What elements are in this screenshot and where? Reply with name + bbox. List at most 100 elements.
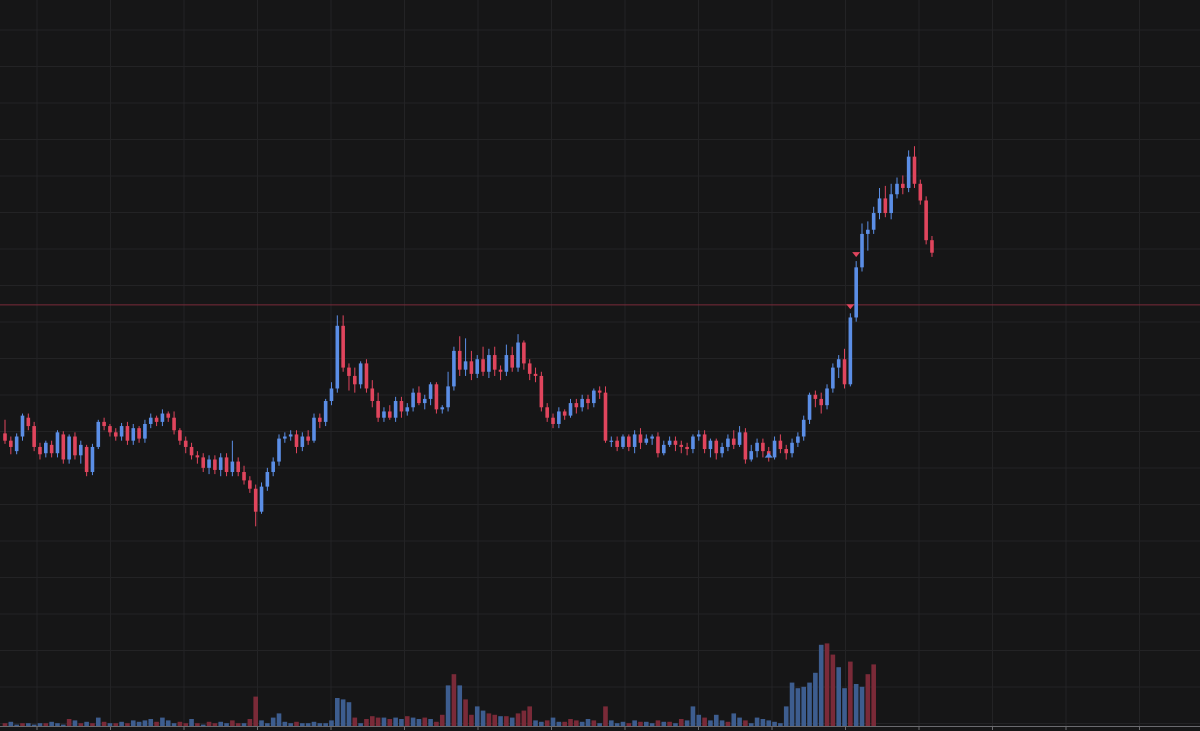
volume-bar <box>457 685 463 726</box>
candle-body <box>417 392 421 404</box>
candle-body <box>603 392 608 441</box>
candle-body <box>580 398 584 408</box>
candle-body <box>248 480 252 489</box>
volume-bar <box>463 699 468 726</box>
volume-bar <box>486 713 492 726</box>
candle-body <box>586 398 590 404</box>
candle-body <box>726 438 730 447</box>
volume-bar <box>410 717 416 726</box>
candle-body <box>294 434 299 447</box>
candle-body <box>3 433 7 441</box>
candle-body <box>32 426 36 447</box>
volume-bar <box>49 721 54 726</box>
volume-bar <box>830 654 836 726</box>
volume-bar <box>171 723 177 726</box>
volume-bar <box>329 720 334 726</box>
volume-bar <box>737 717 742 726</box>
candle-body <box>790 442 794 454</box>
candle-body <box>376 401 380 418</box>
volume-bar <box>644 721 649 726</box>
volume-bar <box>130 720 136 726</box>
volume-bar <box>509 717 515 726</box>
candle-body <box>224 457 229 473</box>
candle-body <box>731 438 736 445</box>
volume-bar <box>142 720 148 726</box>
volume-bar <box>504 716 509 726</box>
candle-body <box>720 446 724 454</box>
candle-body <box>370 388 375 402</box>
volume-bar <box>160 717 165 726</box>
volume-bar <box>556 721 562 726</box>
candle-body <box>434 384 439 410</box>
volume-bar <box>300 723 305 726</box>
volume-bar <box>340 699 346 726</box>
candle-body <box>440 407 445 410</box>
candle-body <box>259 486 264 512</box>
candle-body <box>819 398 823 406</box>
candle-body <box>749 451 754 460</box>
volume-bar <box>294 721 299 726</box>
candle-body <box>574 403 579 408</box>
sell-marker-icon <box>846 304 855 310</box>
volume-bar <box>375 717 381 726</box>
volume-bar <box>404 716 410 726</box>
candle-body <box>207 459 211 468</box>
candle-body <box>901 183 905 188</box>
buy-marker-icon <box>764 452 773 458</box>
volume-bar <box>743 720 748 726</box>
volume-bar <box>824 643 830 726</box>
candle-body <box>341 325 345 368</box>
volume-bar <box>305 723 311 726</box>
volume-bar <box>807 682 812 726</box>
volume-bar <box>78 723 84 726</box>
volume-bar <box>224 723 229 726</box>
candle-body <box>831 367 835 389</box>
volume-bar <box>113 723 119 726</box>
candle-body <box>714 440 719 454</box>
candle-body <box>650 436 654 439</box>
candle-body <box>492 355 497 370</box>
volume-bar <box>61 724 66 726</box>
volume-bar <box>609 720 614 726</box>
candle-body <box>545 407 549 418</box>
volume-bar <box>154 721 159 726</box>
volume-bar <box>37 723 43 726</box>
candle-body <box>20 415 25 437</box>
candle-body <box>889 194 893 214</box>
volume-bar <box>527 706 532 726</box>
candle-body <box>667 440 672 445</box>
candle-body <box>102 421 106 427</box>
candle-body <box>691 436 695 450</box>
candle-body <box>160 413 165 422</box>
candle-body <box>148 417 153 424</box>
candle-body <box>422 398 427 404</box>
volume-bar <box>772 721 777 726</box>
candle-body <box>364 363 369 389</box>
volume-bar <box>2 723 8 726</box>
candle-body <box>912 156 917 184</box>
volume-bar <box>189 719 194 726</box>
candle-body <box>84 446 89 473</box>
volume-bar <box>684 720 690 726</box>
candle-body <box>696 434 701 437</box>
volume-bar <box>439 714 445 726</box>
volume-bar <box>603 706 608 726</box>
candle-body <box>49 444 54 454</box>
candle-body <box>178 430 182 441</box>
volume-bar <box>212 723 218 726</box>
candle-body <box>796 436 800 443</box>
candle-body <box>230 461 235 473</box>
volume-bar <box>451 674 457 726</box>
candle-body <box>621 436 625 447</box>
candle-body <box>353 375 357 385</box>
candle-body <box>481 359 485 372</box>
volume-bar <box>853 684 859 726</box>
candle-body <box>137 428 141 439</box>
candle-body <box>562 411 567 416</box>
volume-bar <box>416 719 422 726</box>
volume-bar <box>270 717 276 726</box>
volume-bar <box>14 724 19 726</box>
